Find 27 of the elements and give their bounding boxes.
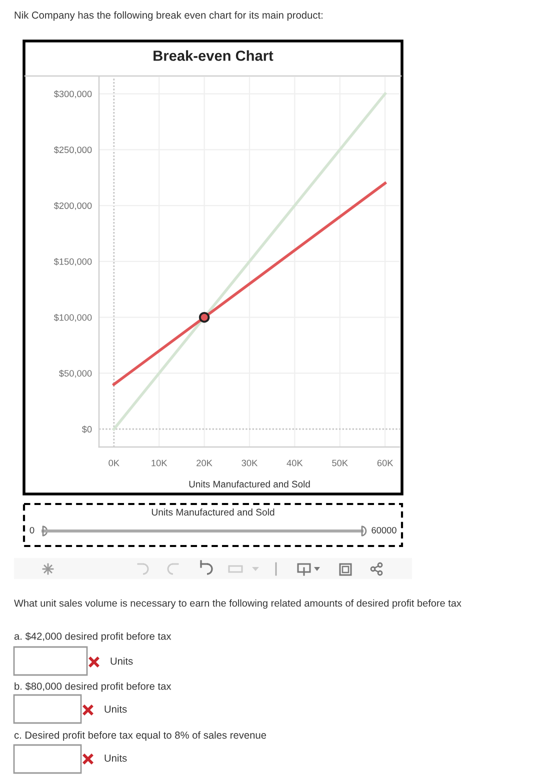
- text: c. Desired profit before tax equal to 8% of sales revenue: [14, 731, 266, 741]
- x-tick-label: 50K: [332, 460, 348, 466]
- y-tick-label: $150,000: [54, 258, 92, 266]
- chart-title: Break-even Chart: [154, 50, 274, 61]
- x-tick-label: 30K: [242, 460, 258, 466]
- y-tick-label: $250,000: [54, 146, 92, 154]
- text: What unit sales volume is necessary to earn the following related amounts of desired profit before tax: [14, 599, 462, 609]
- text: Nik Company has the following break even chart for its main product:: [14, 11, 322, 21]
- x-tick-label: 10K: [152, 460, 168, 466]
- text: Units Manufactured and Sold: [152, 508, 274, 516]
- text: a. $42,000 desired profit before tax: [14, 632, 172, 642]
- x-tick-label: 0K: [108, 460, 120, 466]
- y-tick-label: $0: [82, 426, 92, 434]
- x-tick-label: 60K: [377, 460, 394, 466]
- x-tick-label: 20K: [196, 460, 212, 466]
- text: Units: [104, 705, 127, 713]
- x-tick-label: 40K: [286, 460, 303, 466]
- y-tick-label: $50,000: [59, 370, 92, 378]
- y-tick-label: $200,000: [54, 202, 92, 210]
- text: Units: [104, 754, 127, 762]
- x-axis-title: Units Manufactured and Sold: [189, 480, 310, 488]
- text: 60000: [372, 526, 396, 534]
- text: b. $80,000 desired profit before tax: [14, 682, 172, 692]
- text: Units: [110, 657, 133, 665]
- text: 0: [30, 526, 34, 534]
- y-tick-label: $100,000: [54, 314, 92, 322]
- y-tick-label: $300,000: [54, 90, 92, 98]
